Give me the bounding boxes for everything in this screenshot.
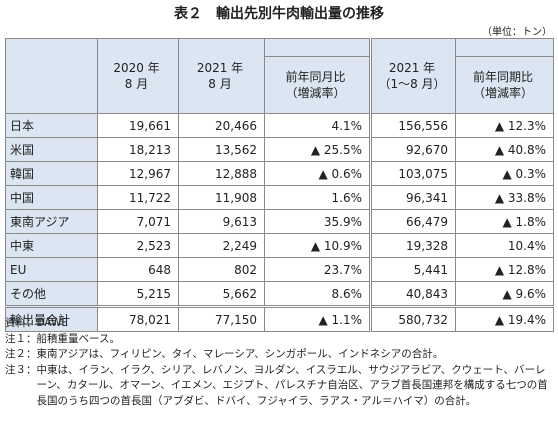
header-line: 8 月 xyxy=(208,77,232,91)
row-label: 中国 xyxy=(5,185,98,210)
note: 注３： 中東は、イラン、イラク、シリア、レバノン、ヨルダン、イスラエル、サウジアラ… xyxy=(5,363,553,410)
cell: 5,215 xyxy=(97,281,179,307)
cell: ▲ 19.4% xyxy=(455,305,554,332)
note-text: 中東は、イラン、イラク、シリア、レバノン、ヨルダン、イスラエル、サウジアラビア、… xyxy=(36,363,548,407)
note-label: 資料： xyxy=(5,317,37,329)
cell: 78,021 xyxy=(97,305,179,332)
cell: ▲ 1.1% xyxy=(264,305,371,332)
column-header: 2021 年 8 月 xyxy=(178,38,265,114)
cell: 580,732 xyxy=(369,305,456,332)
table-row: 中東 2,523 2,249 ▲ 10.9% 19,328 10.4% xyxy=(5,233,554,258)
note: 注２： 東南アジアは、フィリピン、タイ、マレーシア、シンガポール、インドネシアの合… xyxy=(5,347,553,363)
table-row: 中国 11,722 11,908 1.6% 96,341 ▲ 33.8% xyxy=(5,185,554,210)
cell: 66,479 xyxy=(369,209,456,234)
cell: 4.1% xyxy=(264,113,371,138)
table-row: 米国 18,213 13,562 ▲ 25.5% 92,670 ▲ 40.8% xyxy=(5,137,554,162)
cell: ▲ 9.6% xyxy=(455,281,554,307)
header-line: 前年同月比 xyxy=(285,70,346,84)
cell: 5,662 xyxy=(178,281,265,307)
cell: ▲ 25.5% xyxy=(264,137,371,162)
cell: ▲ 12.3% xyxy=(455,113,554,138)
row-label: EU xyxy=(5,257,98,282)
cell: 96,341 xyxy=(369,185,456,210)
cell: 12,967 xyxy=(97,161,179,186)
cell: 23.7% xyxy=(264,257,371,282)
cell: 9,613 xyxy=(178,209,265,234)
cell: ▲ 12.8% xyxy=(455,257,554,282)
cell: 35.9% xyxy=(264,209,371,234)
cell: 19,328 xyxy=(369,233,456,258)
table-row: 韓国 12,967 12,888 ▲ 0.6% 103,075 ▲ 0.3% xyxy=(5,161,554,186)
table-row: EU 648 802 23.7% 5,441 ▲ 12.8% xyxy=(5,257,554,282)
corner-cell xyxy=(5,38,98,114)
cell: 77,150 xyxy=(178,305,265,332)
cell: 802 xyxy=(178,257,265,282)
row-label: 輸出量合計 xyxy=(5,305,98,332)
cell: 18,213 xyxy=(97,137,179,162)
cell: ▲ 40.8% xyxy=(455,137,554,162)
cell: 156,556 xyxy=(369,113,456,138)
note-label: 注３： xyxy=(5,363,37,376)
header-line: 2021 年 xyxy=(196,61,244,75)
cell: 11,908 xyxy=(178,185,265,210)
header-line: 2021 年 xyxy=(388,61,436,75)
cell: 7,071 xyxy=(97,209,179,234)
note: 資料： DAWE xyxy=(5,316,553,332)
cell: 8.6% xyxy=(264,281,371,307)
cell: 1.6% xyxy=(264,185,371,210)
cell: 648 xyxy=(97,257,179,282)
cell: 12,888 xyxy=(178,161,265,186)
table-row: その他 5,215 5,662 8.6% 40,843 ▲ 9.6% xyxy=(5,281,554,307)
row-label: 韓国 xyxy=(5,161,98,186)
table-row: 日本 19,661 20,466 4.1% 156,556 ▲ 12.3% xyxy=(5,113,554,138)
table: 2020 年 8 月 2021 年 8 月 前年同月比 （増減率） 2021 年 （1〜8 月… xyxy=(5,38,554,332)
header-row: 2020 年 8 月 2021 年 8 月 前年同月比 （増減率） 2021 年 （1〜8 月… xyxy=(5,38,554,114)
cell: 20,466 xyxy=(178,113,265,138)
cell: 19,661 xyxy=(97,113,179,138)
column-header: 前年同期比 （増減率） xyxy=(455,38,554,114)
row-label: 東南アジア xyxy=(5,209,98,234)
cell: ▲ 10.9% xyxy=(264,233,371,258)
table-row: 東南アジア 7,071 9,613 35.9% 66,479 ▲ 1.8% xyxy=(5,209,554,234)
header-line: （増減率） xyxy=(472,86,533,100)
cell: ▲ 1.8% xyxy=(455,209,554,234)
row-label: 中東 xyxy=(5,233,98,258)
cell: 5,441 xyxy=(369,257,456,282)
header-line: 2020 年 xyxy=(113,61,160,75)
header-line: （増減率） xyxy=(285,86,346,100)
row-label: 日本 xyxy=(5,113,98,138)
cell: 2,523 xyxy=(97,233,179,258)
note-text: 東南アジアは、フィリピン、タイ、マレーシア、シンガポール、インドネシアの合計。 xyxy=(36,348,444,360)
cell: ▲ 0.6% xyxy=(264,161,371,186)
header-line: 前年同期比 xyxy=(472,70,533,84)
title: 表２ 輸出先別牛肉輸出量の推移 xyxy=(174,6,384,22)
header-line: 8 月 xyxy=(124,77,149,91)
table-row: 輸出量合計 78,021 77,150 ▲ 1.1% 580,732 ▲ 19.4% xyxy=(5,305,554,332)
cell: ▲ 0.3% xyxy=(455,161,554,186)
column-header: 前年同月比 （増減率） xyxy=(264,38,371,114)
cell: 2,249 xyxy=(178,233,265,258)
note-text: 船積重量ベース。 xyxy=(36,332,120,345)
row-label: その他 xyxy=(5,281,98,307)
notes: 資料： DAWE 注１： 船積重量ベース。 注２： 東南アジアは、フィリピン、タイ、マレー… xyxy=(5,316,553,409)
cell: 13,562 xyxy=(178,137,265,162)
note-label: 注２： xyxy=(5,348,37,360)
note: 注１： 船積重量ベース。 xyxy=(5,332,553,348)
column-header: 2021 年 （1〜8 月） xyxy=(369,38,456,114)
note-label: 注１： xyxy=(5,332,37,345)
cell: 11,722 xyxy=(97,185,179,210)
cell: 40,843 xyxy=(369,281,456,307)
column-header: 2020 年 8 月 xyxy=(97,38,179,114)
cell: 10.4% xyxy=(455,233,554,258)
cell: ▲ 33.8% xyxy=(455,185,554,210)
cell: 92,670 xyxy=(369,137,456,162)
unit: （単位：トン） xyxy=(482,27,552,38)
row-label: 米国 xyxy=(5,137,98,162)
cell: 103,075 xyxy=(369,161,456,186)
note-text: DAWE xyxy=(36,317,69,329)
header-line: （1〜8 月） xyxy=(378,77,446,91)
